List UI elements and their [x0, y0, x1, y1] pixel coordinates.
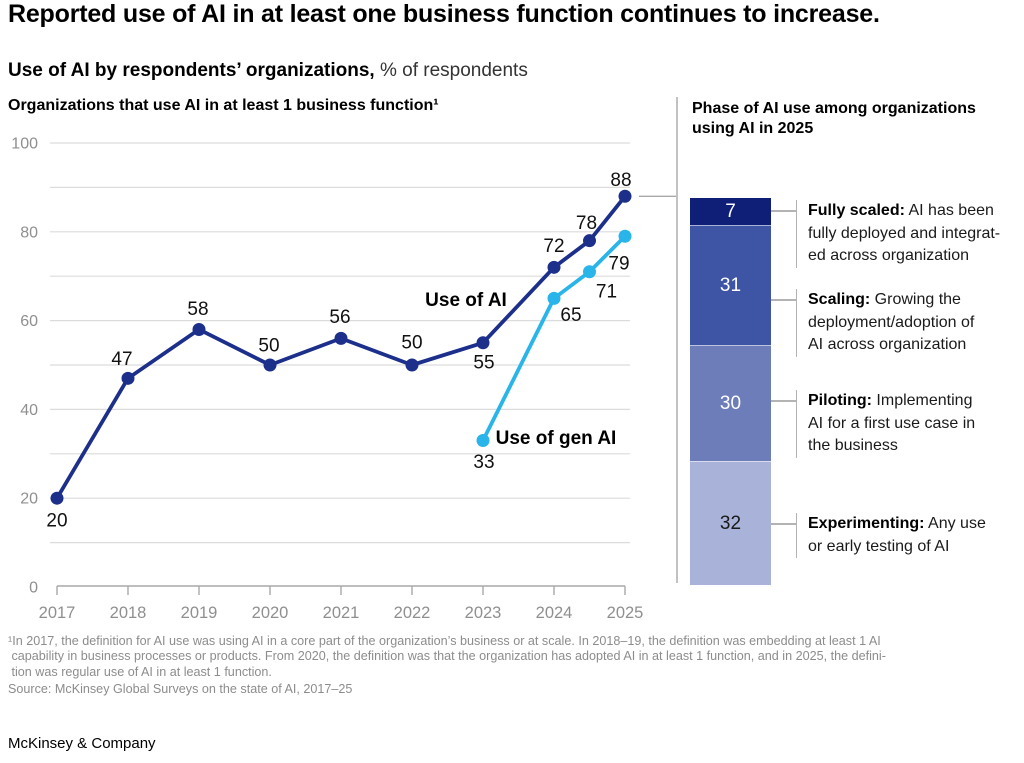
data-point [547, 260, 561, 274]
bar-segment-value: 31 [719, 274, 742, 296]
phase-label-fully-scaled: Fully scaled: AI has been fully deployed… [771, 200, 1022, 268]
x-axis-label: 2019 [181, 604, 218, 622]
data-label: 47 [111, 349, 132, 370]
x-axis-label: 2023 [465, 604, 502, 622]
line-chart-title: Organizations that use AI in at least 1 … [8, 97, 439, 114]
data-label: 72 [543, 236, 564, 257]
phase-label-piloting: Piloting: Implementing AI for a first us… [771, 390, 1022, 458]
y-axis-label: 0 [29, 580, 38, 597]
phase-description: Implementing AI for a first use case in … [808, 392, 976, 454]
subtitle: Use of AI by respondents’ organizations,… [8, 60, 528, 82]
phase-label-experimenting: Experimenting: Any use or early testing … [771, 513, 1022, 558]
footnote: ¹In 2017, the definition for AI use was … [8, 634, 886, 679]
bar-segment-value: 32 [719, 512, 742, 534]
phase-description: AI has been fully deployed and integrat-… [808, 202, 1001, 264]
x-axis-label: 2022 [394, 604, 431, 622]
y-axis-label: 80 [20, 224, 38, 241]
bar-segment-fully-scaled: 7 [690, 198, 771, 226]
data-label: 50 [258, 336, 279, 357]
data-label: 78 [576, 213, 597, 234]
data-label: 65 [560, 305, 581, 326]
series-label: Use of gen AI [496, 428, 617, 449]
data-label: 55 [473, 352, 494, 373]
source: Source: McKinsey Global Surveys on the s… [8, 682, 353, 696]
data-point [121, 371, 135, 385]
panel-divider [676, 97, 678, 583]
bar-segment-experimenting: 32 [690, 461, 771, 585]
data-label: 20 [46, 511, 67, 532]
data-point [405, 358, 419, 372]
data-point [334, 331, 348, 345]
y-axis-label: 40 [20, 402, 38, 419]
bar-chart-title: Phase of AI use among organizations usin… [692, 100, 976, 137]
data-point [618, 229, 632, 243]
data-label: 88 [610, 170, 631, 191]
data-label: 79 [608, 254, 629, 275]
data-label: 50 [401, 333, 422, 354]
data-point [547, 291, 561, 305]
data-label: 71 [596, 281, 617, 302]
mckinsey-logo: McKinsey & Company [8, 735, 156, 752]
page-title: Reported use of AI in at least one busin… [8, 0, 880, 28]
y-axis-label: 100 [11, 136, 38, 153]
phase-term: Fully scaled: [808, 202, 905, 219]
y-axis-label: 20 [20, 491, 38, 508]
data-point [476, 433, 490, 447]
data-point [618, 189, 632, 203]
subtitle-bold: Use of AI by respondents’ organizations, [8, 60, 375, 81]
series-line [55, 194, 627, 501]
x-axis-label: 2020 [252, 604, 289, 622]
bar-segment-scaling: 31 [690, 225, 771, 346]
x-axis-label: 2018 [110, 604, 147, 622]
series-label: Use of AI [425, 290, 507, 311]
data-point [476, 336, 490, 350]
phase-term: Scaling: [808, 291, 871, 308]
phase-description: Any use or early testing of AI [808, 515, 986, 555]
data-label: 58 [187, 299, 208, 320]
bar-segment-value: 7 [725, 200, 736, 222]
x-axis-label: 2021 [323, 604, 360, 622]
phase-label-scaling: Scaling: Growing the deployment/adoption… [771, 289, 1022, 357]
data-point [583, 265, 596, 279]
x-axis-label: 2024 [536, 604, 573, 622]
phase-term: Piloting: [808, 392, 872, 409]
y-axis-label: 60 [20, 313, 38, 330]
x-axis-label: 2017 [39, 604, 76, 622]
x-axis-label: 2025 [607, 604, 644, 622]
phase-term: Experimenting: [808, 515, 925, 532]
data-point [192, 322, 206, 336]
stacked-bar: 7 31 30 32 [690, 198, 771, 585]
data-point [50, 491, 64, 505]
data-label: 33 [473, 452, 494, 473]
bar-segment-value: 30 [719, 392, 742, 414]
series-line [481, 234, 627, 443]
data-label: 56 [329, 307, 350, 328]
data-point [263, 358, 277, 372]
data-point [583, 234, 596, 248]
phase-description: Growing the deployment/adoption of AI ac… [808, 291, 975, 353]
subtitle-unit: % of respondents [374, 60, 528, 81]
bar-segment-piloting: 30 [690, 345, 771, 462]
